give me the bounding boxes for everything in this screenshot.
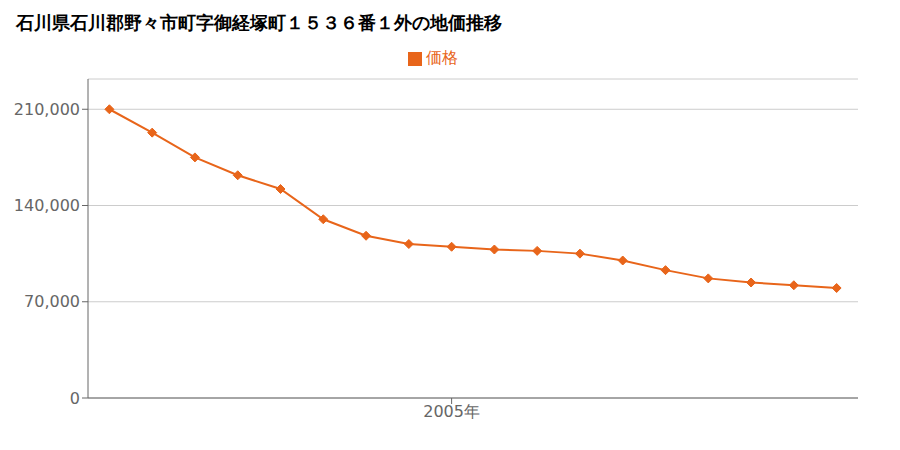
html-text:石川県石川郡野々市町字御経塚町１５３６番１外の地価推移: 石川県石川郡野々市町字御経塚町１５３６番１外の地価推移 xyxy=(16,12,502,33)
svg-text:70,000: 70,000 xyxy=(24,292,80,311)
svg-text:140,000: 140,000 xyxy=(14,196,80,215)
svg-text:2005年: 2005年 xyxy=(423,402,480,421)
svg-text:0: 0 xyxy=(70,389,80,408)
html-text:価格: 価格 xyxy=(426,48,458,67)
svg-text:210,000: 210,000 xyxy=(14,100,80,119)
